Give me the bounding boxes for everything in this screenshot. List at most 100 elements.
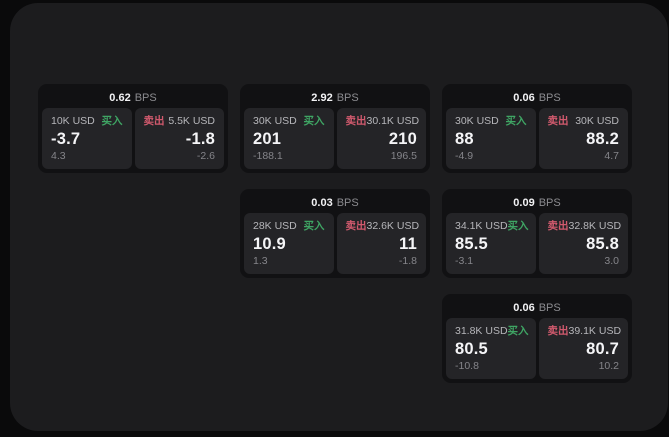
quote-card: 0.03 BPS 28K USD 买入 10.9 1.3 卖出 32.6K US… [240,189,430,278]
bps-header: 0.06 BPS [446,298,628,318]
buy-price: 80.5 [455,340,488,358]
sell-side-label: 卖出 [143,115,165,127]
buy-panel[interactable]: 31.8K USD 买入 80.5 -10.8 [446,318,536,379]
sell-sub-value: 4.7 [604,150,619,162]
sell-amount: 39.1K USD [568,325,622,337]
buy-panel[interactable]: 30K USD 买入 201 -188.1 [244,108,334,169]
buy-amount: 31.8K USD [455,325,508,337]
sell-side-label: 卖出 [547,220,569,232]
bps-header: 0.09 BPS [446,193,628,213]
sell-sub-value: 196.5 [390,150,417,162]
buy-sub-value: -3.1 [455,255,474,267]
buy-price: 88 [455,130,474,148]
buy-price: 201 [253,130,282,148]
sell-price: 85.8 [586,235,619,253]
bps-value: 0.62 [109,92,131,104]
buy-sub-value: -4.9 [455,150,474,162]
buy-top-row: 30K USD 买入 [253,115,325,128]
bps-value: 2.92 [311,92,333,104]
buy-side-label: 买入 [507,325,529,337]
sell-sub-value: 3.0 [604,255,619,267]
quote-card: 0.62 BPS 10K USD 买入 -3.7 4.3 卖出 5.5K USD [38,84,228,173]
quote-card: 2.92 BPS 30K USD 买入 201 -188.1 卖出 30.1K … [240,84,430,173]
bps-header: 2.92 BPS [244,88,426,108]
quote-body: 30K USD 买入 201 -188.1 卖出 30.1K USD 210 1… [244,108,426,169]
quote-card: 0.09 BPS 34.1K USD 买入 85.5 -3.1 卖出 32.8K… [442,189,632,278]
sell-price: 80.7 [586,340,619,358]
sell-price: 11 [399,235,417,253]
bps-value: 0.06 [513,92,535,104]
buy-amount: 30K USD [253,115,297,127]
bps-unit-label: BPS [538,302,561,314]
sell-top-row: 卖出 32.8K USD [547,220,622,233]
sell-sub-value: 10.2 [598,360,619,372]
buy-panel[interactable]: 10K USD 买入 -3.7 4.3 [42,108,132,169]
quote-card: 0.06 BPS 31.8K USD 买入 80.5 -10.8 卖出 39.1… [442,294,632,383]
sell-panel[interactable]: 卖出 32.6K USD 11 -1.8 [336,213,426,274]
buy-amount: 10K USD [51,115,95,127]
sell-sub-value: -1.8 [398,255,417,267]
sell-panel[interactable]: 卖出 32.8K USD 85.8 3.0 [538,213,628,274]
sell-top-row: 卖出 30K USD [548,115,620,128]
sell-price: 88.2 [586,130,619,148]
buy-price: -3.7 [51,130,81,148]
quote-card: 0.06 BPS 30K USD 买入 88 -4.9 卖出 30K USD [442,84,632,173]
sell-top-row: 卖出 39.1K USD [547,325,622,338]
sell-price: -1.8 [185,130,215,148]
sell-price: 210 [388,130,417,148]
buy-sub-value: 1.3 [253,255,268,267]
buy-amount: 30K USD [455,115,499,127]
buy-top-row: 10K USD 买入 [51,115,123,128]
buy-top-row: 34.1K USD 买入 [455,220,529,233]
sell-amount: 32.8K USD [568,220,622,232]
buy-panel[interactable]: 34.1K USD 买入 85.5 -3.1 [446,213,536,274]
sell-top-row: 卖出 30.1K USD [345,115,420,128]
buy-sub-value: -188.1 [253,150,283,162]
buy-amount: 28K USD [253,220,297,232]
bps-value: 0.09 [513,197,535,209]
quote-body: 34.1K USD 买入 85.5 -3.1 卖出 32.8K USD 85.8… [446,213,628,274]
buy-side-label: 买入 [101,115,123,127]
bps-unit-label: BPS [336,197,359,209]
bps-unit-label: BPS [336,92,359,104]
bps-unit-label: BPS [134,92,157,104]
quote-body: 31.8K USD 买入 80.5 -10.8 卖出 39.1K USD 80.… [446,318,628,379]
quote-body: 28K USD 买入 10.9 1.3 卖出 32.6K USD 11 -1.8 [244,213,426,274]
sell-sub-value: -2.6 [196,150,215,162]
buy-panel[interactable]: 30K USD 买入 88 -4.9 [446,108,536,169]
bps-header: 0.06 BPS [446,88,628,108]
sell-side-label: 卖出 [345,115,367,127]
sell-top-row: 卖出 5.5K USD [144,115,216,128]
bps-header: 0.03 BPS [244,193,426,213]
buy-price: 10.9 [253,235,286,253]
buy-panel[interactable]: 28K USD 买入 10.9 1.3 [244,213,334,274]
sell-amount: 5.5K USD [168,115,215,127]
sell-panel[interactable]: 卖出 39.1K USD 80.7 10.2 [538,318,628,379]
quote-grid: 0.62 BPS 10K USD 买入 -3.7 4.3 卖出 5.5K USD [38,84,632,383]
buy-top-row: 30K USD 买入 [455,115,527,128]
app-panel: 0.62 BPS 10K USD 买入 -3.7 4.3 卖出 5.5K USD [10,3,668,431]
sell-side-label: 卖出 [345,220,367,232]
quote-body: 30K USD 买入 88 -4.9 卖出 30K USD 88.2 4.7 [446,108,628,169]
sell-amount: 30K USD [575,115,619,127]
bps-unit-label: BPS [538,197,561,209]
bps-header: 0.62 BPS [42,88,224,108]
buy-sub-value: 4.3 [51,150,66,162]
sell-panel[interactable]: 卖出 30.1K USD 210 196.5 [336,108,426,169]
sell-top-row: 卖出 32.6K USD [345,220,420,233]
buy-top-row: 31.8K USD 买入 [455,325,529,338]
buy-top-row: 28K USD 买入 [253,220,325,233]
sell-panel[interactable]: 卖出 30K USD 88.2 4.7 [538,108,628,169]
buy-sub-value: -10.8 [455,360,479,372]
sell-side-label: 卖出 [547,115,569,127]
sell-panel[interactable]: 卖出 5.5K USD -1.8 -2.6 [134,108,224,169]
quote-body: 10K USD 买入 -3.7 4.3 卖出 5.5K USD -1.8 -2.… [42,108,224,169]
sell-amount: 30.1K USD [366,115,420,127]
buy-side-label: 买入 [303,115,325,127]
sell-side-label: 卖出 [547,325,569,337]
buy-side-label: 买入 [303,220,325,232]
buy-side-label: 买入 [507,220,529,232]
bps-unit-label: BPS [538,92,561,104]
buy-amount: 34.1K USD [455,220,508,232]
buy-side-label: 买入 [505,115,527,127]
